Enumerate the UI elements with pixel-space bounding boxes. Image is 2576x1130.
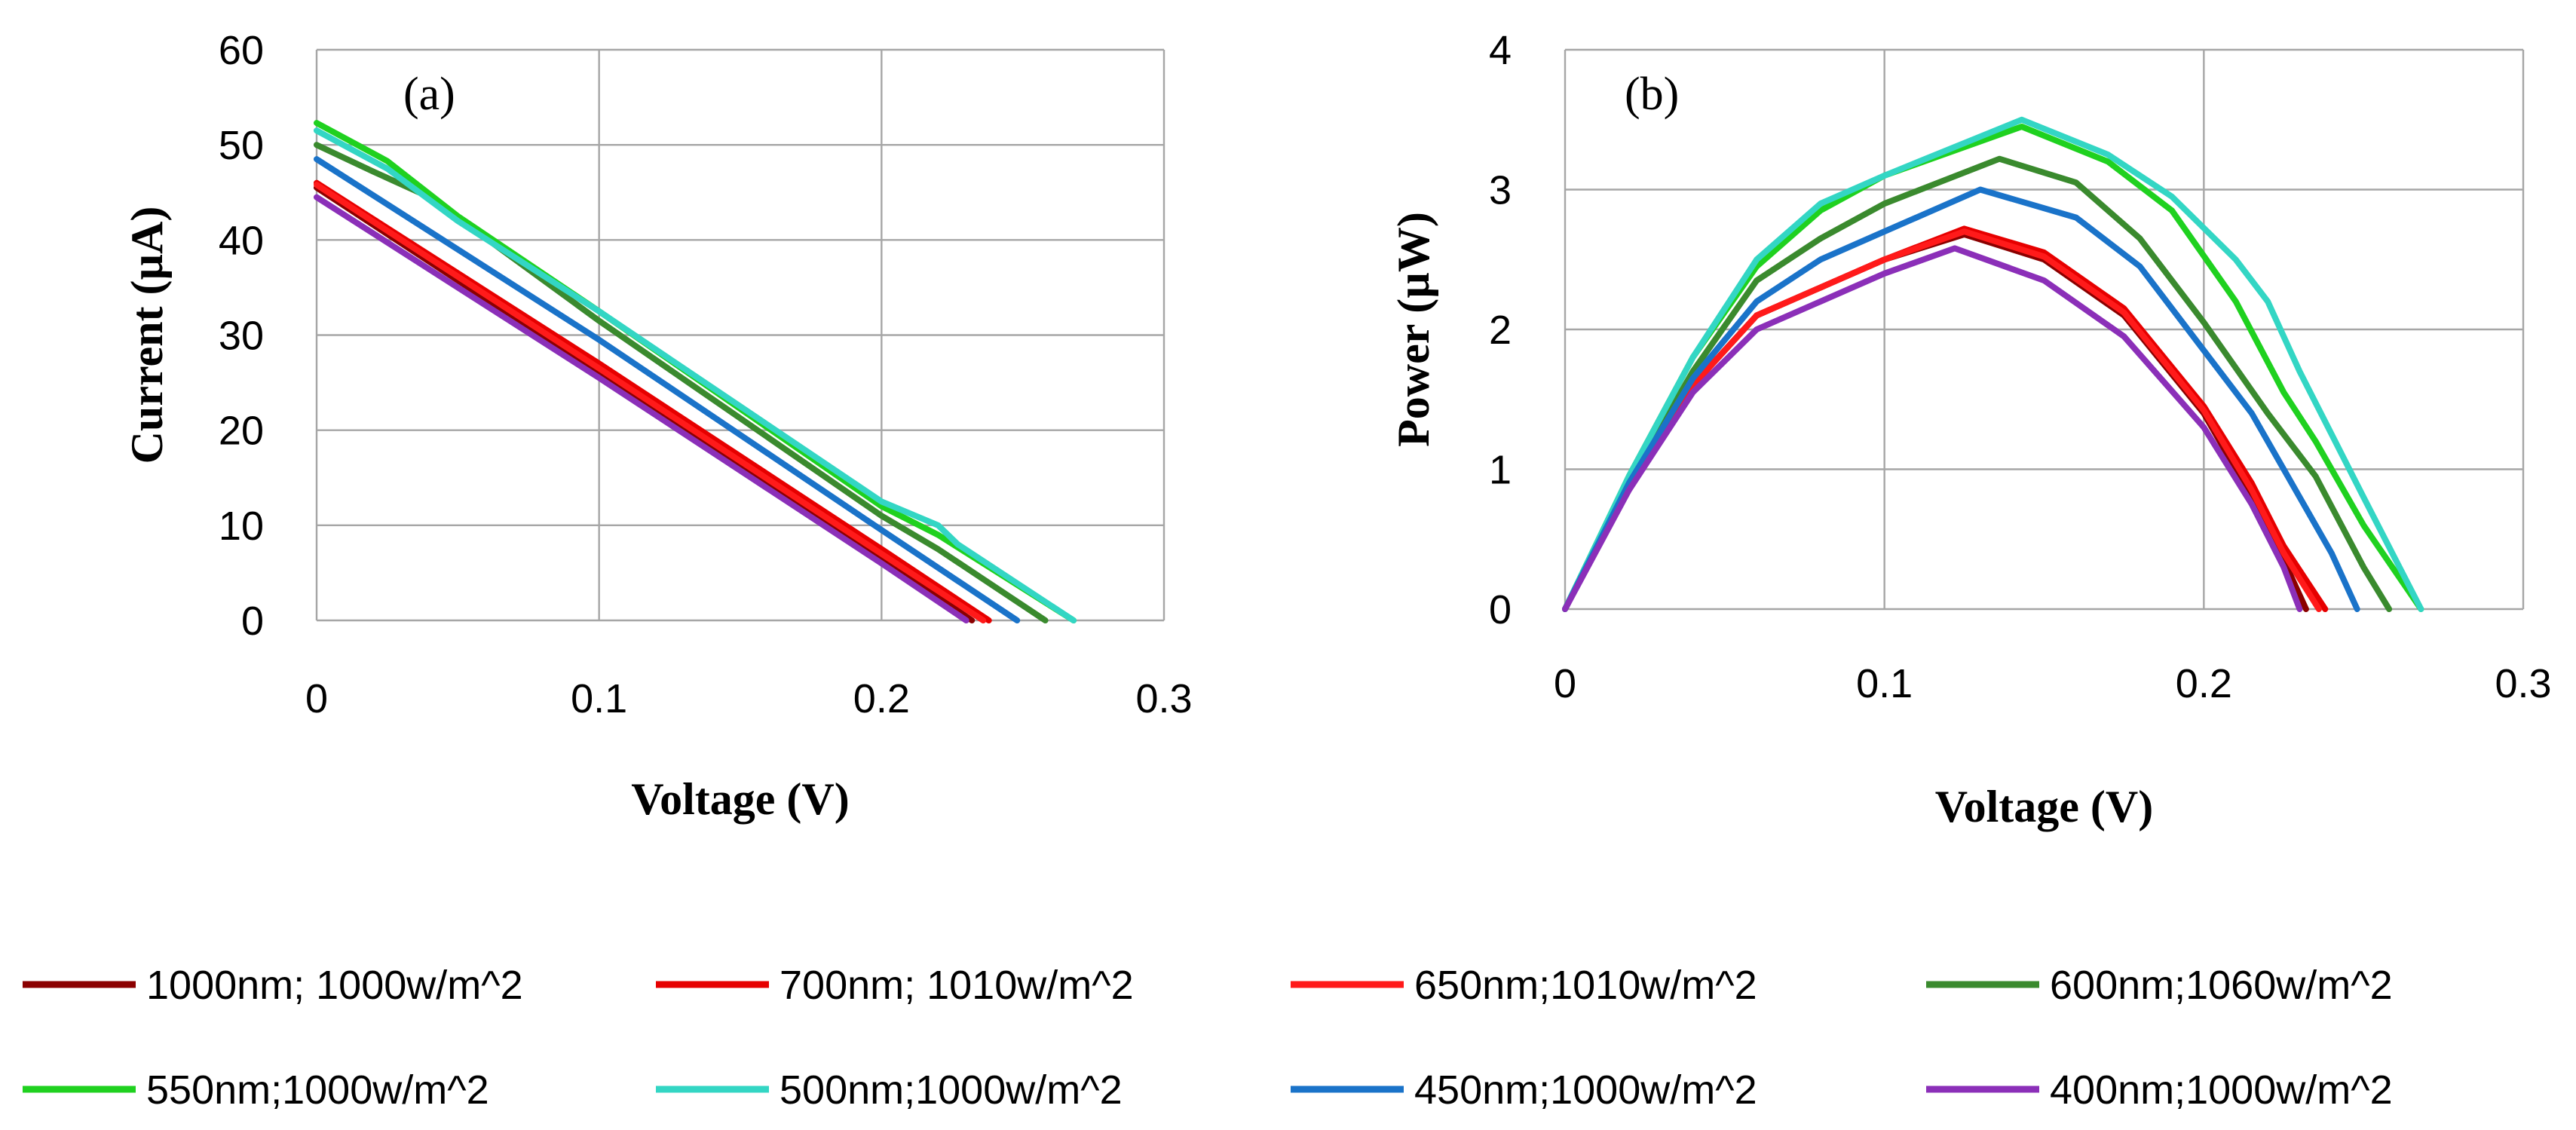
y-tick-label-a-0: 0 [241,599,264,644]
series-line-a-3 [314,142,1049,623]
x-tick-label-b-2: 0.2 [2176,661,2232,706]
series-line-b-2 [1562,228,2322,612]
series-line-b-7 [1562,245,2303,612]
x-tick-label-a-1: 0.1 [571,676,627,721]
series-line-b-5 [1562,116,2424,612]
y-tick-label-a-6: 60 [219,28,264,73]
y-tick-label-a-5: 50 [219,123,264,168]
y-tick-label-b-4: 4 [1489,28,1512,73]
y-axis-title-b: Power (µW) [1389,212,1438,447]
series-line-b-3 [1562,155,2393,612]
legend-label-4: 550nm;1000w/m^2 [146,1067,489,1113]
legend-label-1: 700nm; 1010w/m^2 [780,963,1134,1008]
y-tick-label-a-3: 30 [219,314,264,359]
chart-power-vs-voltage: 0 1 2 3 4 0 0.1 0.2 0.3 Voltage (V) Power (µW) (b) [1389,28,2552,831]
y-tick-label-a-4: 40 [219,218,264,263]
y-tick-label-b-0: 0 [1489,587,1512,632]
x-axis-title-b: Voltage (V) [1935,782,2153,831]
legend-label-6: 450nm;1000w/m^2 [1414,1067,1757,1113]
panel-label-a: (a) [403,69,455,120]
y-tick-label-b-1: 1 [1489,448,1512,493]
x-tick-label-a-3: 0.3 [1135,676,1192,721]
chart-current-vs-voltage: 0 10 20 30 40 50 60 0 0.1 0.2 0.3 Voltage (V) Curren… [122,28,1193,824]
x-tick-label-b-3: 0.3 [2495,661,2551,706]
y-tick-label-b-2: 2 [1489,308,1512,353]
x-tick-label-a-0: 0 [305,676,328,721]
y-tick-label-b-3: 3 [1489,168,1512,213]
series-line-a-6 [314,156,1021,623]
series-line-a-0 [314,184,976,623]
legend: 1000nm; 1000w/m^2 700nm; 1010w/m^2 650nm;1… [23,963,2393,1113]
x-tick-label-b-0: 0 [1554,661,1576,706]
series-line-a-2 [314,182,987,623]
series-line-a-7 [314,194,969,623]
series-line-a-5 [314,127,1077,623]
legend-label-0: 1000nm; 1000w/m^2 [146,963,523,1008]
x-tick-label-b-1: 0.1 [1856,661,1913,706]
legend-label-5: 500nm;1000w/m^2 [780,1067,1123,1113]
y-axis-title-a: Current (µA) [122,207,172,464]
x-axis-title-a: Voltage (V) [631,774,849,824]
legend-label-7: 400nm;1000w/m^2 [2050,1067,2393,1113]
legend-label-2: 650nm;1010w/m^2 [1414,963,1757,1008]
panel-label-b: (b) [1625,69,1679,120]
y-tick-label-a-2: 20 [219,409,264,454]
x-tick-label-a-2: 0.2 [853,676,910,721]
y-tick-label-a-1: 10 [219,504,264,549]
legend-label-3: 600nm;1060w/m^2 [2050,963,2393,1008]
series-line-b-6 [1562,186,2360,612]
